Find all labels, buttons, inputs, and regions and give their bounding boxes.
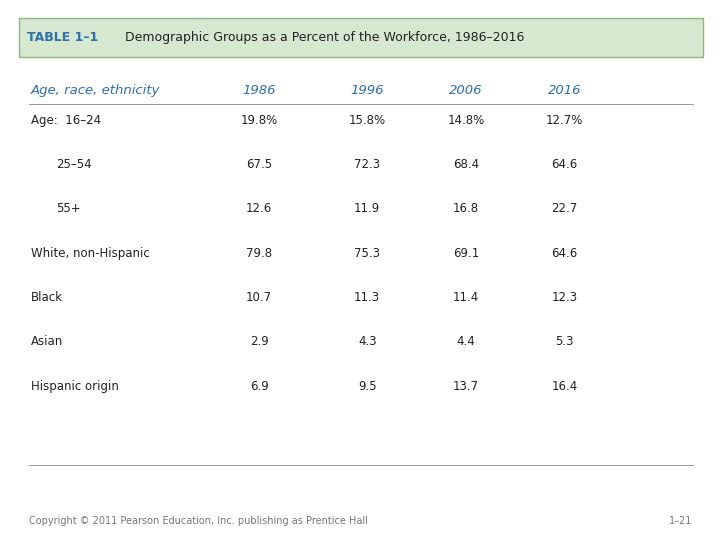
Text: 64.6: 64.6	[552, 247, 577, 260]
Text: 5.3: 5.3	[555, 335, 574, 348]
Text: 1986: 1986	[243, 84, 276, 97]
Text: 11.3: 11.3	[354, 291, 380, 304]
Text: Copyright © 2011 Pearson Education, Inc. publishing as Prentice Hall: Copyright © 2011 Pearson Education, Inc.…	[29, 516, 368, 526]
Text: 2016: 2016	[548, 84, 581, 97]
Text: 13.7: 13.7	[453, 380, 479, 393]
Text: 72.3: 72.3	[354, 158, 380, 171]
Text: 19.8%: 19.8%	[240, 114, 278, 127]
Text: 68.4: 68.4	[453, 158, 479, 171]
Text: TABLE 1–1: TABLE 1–1	[27, 31, 99, 44]
Text: Age:  16–24: Age: 16–24	[31, 114, 101, 127]
Text: 6.9: 6.9	[250, 380, 269, 393]
Text: 4.4: 4.4	[456, 335, 475, 348]
Text: 2.9: 2.9	[250, 335, 269, 348]
Text: Age, race, ethnicity: Age, race, ethnicity	[31, 84, 161, 97]
Text: 25–54: 25–54	[56, 158, 91, 171]
Text: 67.5: 67.5	[246, 158, 272, 171]
Text: Demographic Groups as a Percent of the Workforce, 1986–2016: Demographic Groups as a Percent of the W…	[125, 31, 524, 44]
Text: 1996: 1996	[351, 84, 384, 97]
Text: 22.7: 22.7	[552, 202, 577, 215]
Text: 79.8: 79.8	[246, 247, 272, 260]
Text: 10.7: 10.7	[246, 291, 272, 304]
Text: 11.4: 11.4	[453, 291, 479, 304]
Text: 16.8: 16.8	[453, 202, 479, 215]
FancyBboxPatch shape	[19, 18, 703, 57]
Text: 1–21: 1–21	[670, 516, 693, 526]
Text: 55+: 55+	[56, 202, 81, 215]
Text: 11.9: 11.9	[354, 202, 380, 215]
Text: Black: Black	[31, 291, 63, 304]
Text: Hispanic origin: Hispanic origin	[31, 380, 119, 393]
Text: 14.8%: 14.8%	[447, 114, 485, 127]
Text: 16.4: 16.4	[552, 380, 577, 393]
Text: 12.7%: 12.7%	[546, 114, 583, 127]
Text: 2006: 2006	[449, 84, 482, 97]
Text: 9.5: 9.5	[358, 380, 377, 393]
Text: White, non-Hispanic: White, non-Hispanic	[31, 247, 150, 260]
Text: 4.3: 4.3	[358, 335, 377, 348]
Text: 15.8%: 15.8%	[348, 114, 386, 127]
Text: 64.6: 64.6	[552, 158, 577, 171]
Text: 12.6: 12.6	[246, 202, 272, 215]
Text: Asian: Asian	[31, 335, 63, 348]
Text: 75.3: 75.3	[354, 247, 380, 260]
Text: 69.1: 69.1	[453, 247, 479, 260]
Text: 12.3: 12.3	[552, 291, 577, 304]
